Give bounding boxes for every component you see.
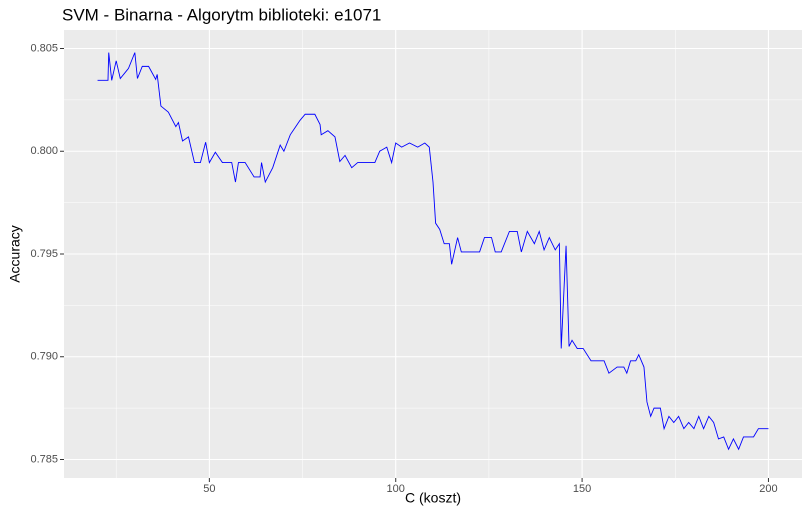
y-tick-label: 0.785 [30,453,58,465]
y-tick-label: 0.790 [30,351,58,363]
y-tick-label: 0.805 [30,42,58,54]
y-tick-label: 0.800 [30,145,58,157]
x-tick-label: 50 [203,483,215,495]
chart-title: SVM - Binarna - Algorytm biblioteki: e10… [62,5,381,24]
x-tick-label: 200 [759,483,777,495]
x-tick-label: 100 [387,483,405,495]
y-tick-label: 0.795 [30,248,58,260]
x-tick-label: 150 [573,483,591,495]
x-axis-title: C (koszt) [405,490,461,506]
y-axis-title: Accuracy [7,225,23,283]
data-line [97,52,769,451]
